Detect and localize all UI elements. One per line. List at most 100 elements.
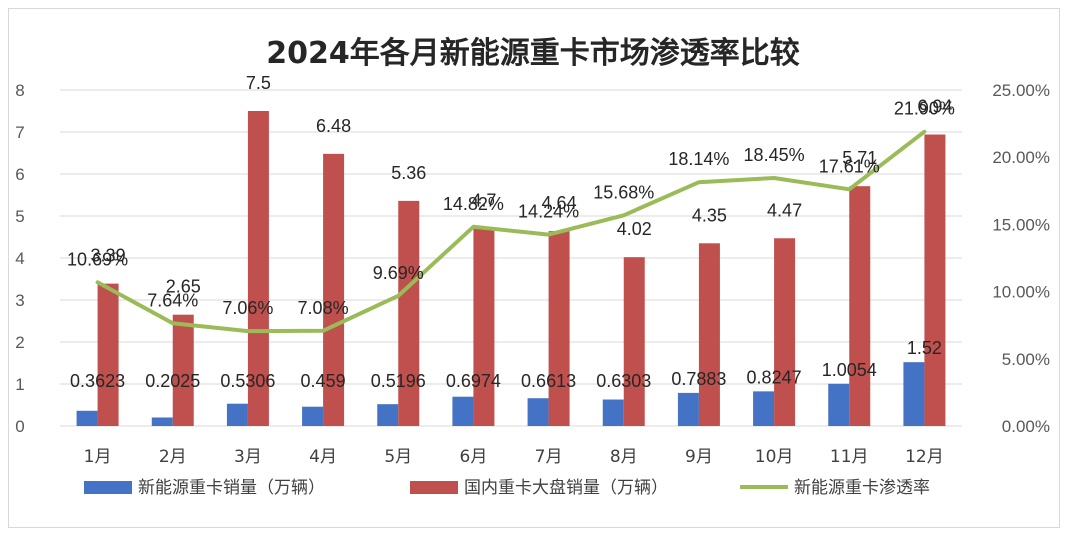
bar-total (548, 231, 570, 426)
label-rate: 18.14% (668, 149, 729, 169)
right-tick-label: 10.00% (992, 283, 1050, 302)
x-tick-label: 10月 (755, 447, 794, 467)
gridlines (60, 89, 962, 427)
bar-total (97, 283, 119, 426)
bar-new-energy (753, 391, 775, 426)
bar-new-energy (151, 417, 173, 426)
right-tick-label: 5.00% (1002, 350, 1050, 369)
label-new-energy: 0.7883 (671, 369, 726, 389)
label-rate: 14.24% (518, 202, 579, 222)
label-total: 4.47 (767, 200, 802, 220)
bar-total (849, 186, 871, 426)
label-rate: 18.45% (744, 145, 805, 165)
bar-new-energy (226, 403, 248, 426)
label-total: 6.94 (917, 97, 952, 117)
label-new-energy: 0.3623 (70, 371, 125, 391)
label-new-energy: 0.6303 (596, 371, 651, 391)
label-new-energy: 0.8247 (747, 367, 802, 387)
bar-series (76, 111, 946, 426)
bar-total (473, 228, 495, 426)
label-total: 4.64 (542, 193, 577, 213)
bar-total (774, 238, 796, 426)
right-tick-label: 0.00% (1002, 417, 1050, 436)
x-tick-label: 12月 (905, 447, 944, 467)
label-new-energy: 1.52 (907, 338, 942, 358)
label-total: 5.71 (842, 148, 877, 168)
left-tick-label: 7 (15, 123, 24, 142)
label-total: 4.35 (692, 205, 727, 225)
left-tick-label: 4 (15, 249, 24, 268)
label-total: 4.02 (617, 219, 652, 239)
label-total: 6.48 (316, 116, 351, 136)
label-rate: 21.90% (894, 99, 955, 119)
left-tick-label: 6 (15, 165, 24, 184)
x-tick-label: 1月 (84, 447, 112, 467)
line-series (95, 129, 927, 334)
left-axis-ticks: 0 1 2 3 4 5 6 7 8 (15, 81, 24, 436)
x-tick-label: 3月 (234, 447, 262, 467)
bar-new-energy (377, 404, 399, 426)
bar-new-energy (828, 383, 850, 426)
bar-total (323, 153, 345, 426)
label-total: 5.36 (391, 163, 426, 183)
label-new-energy: 0.6974 (446, 371, 501, 391)
label-rate: 15.68% (593, 182, 654, 202)
legend-label: 新能源重卡渗透率 (794, 478, 930, 498)
label-new-energy: 0.6613 (521, 371, 576, 391)
label-new-energy: 0.5196 (371, 371, 426, 391)
label-rate: 14.82% (443, 194, 504, 214)
bar-total (247, 111, 269, 426)
left-tick-label: 2 (15, 333, 24, 352)
label-total: 2.65 (166, 277, 201, 297)
legend-swatch (410, 481, 458, 494)
bar-new-energy (602, 399, 624, 426)
label-total: 3.39 (91, 246, 126, 266)
rate-line (95, 129, 927, 334)
left-tick-label: 5 (15, 207, 24, 226)
bar-new-energy (527, 398, 549, 426)
bar-new-energy (76, 410, 98, 426)
label-rate: 10.69% (67, 249, 128, 269)
label-rate: 9.69% (373, 263, 424, 283)
legend-label: 新能源重卡销量（万辆） (138, 478, 325, 498)
bar-total (924, 134, 946, 426)
left-tick-label: 1 (15, 375, 24, 394)
label-new-energy: 0.5306 (220, 371, 275, 391)
chart-title: 2024年各月新能源重卡市场渗透率比较 (266, 36, 800, 71)
label-rate: 7.08% (298, 298, 349, 318)
x-tick-label: 7月 (535, 447, 563, 467)
bar-new-energy (903, 362, 925, 426)
x-tick-label: 9月 (685, 447, 713, 467)
legend-label: 国内重卡大盘销量（万辆） (464, 478, 668, 498)
bar-total (623, 257, 645, 426)
legend-swatch (84, 481, 132, 494)
x-tick-label: 5月 (384, 447, 412, 467)
label-total: 4.7 (471, 191, 496, 211)
label-total: 7.5 (246, 73, 271, 93)
bar-total (398, 200, 420, 426)
right-tick-label: 15.00% (992, 215, 1050, 234)
x-tick-label: 2月 (159, 447, 187, 467)
x-axis-ticks: 1月 2月 3月 4月 5月 6月 7月 8月 9月 10月 11月 12月 (84, 447, 944, 467)
left-tick-label: 0 (15, 417, 24, 436)
bar-new-energy (302, 406, 324, 426)
legend: 新能源重卡销量（万辆） 国内重卡大盘销量（万辆） 新能源重卡渗透率 (84, 478, 930, 498)
bar-new-energy (677, 392, 699, 426)
right-axis-ticks: 0.00% 5.00% 10.00% 15.00% 20.00% 25.00% (992, 81, 1050, 436)
x-tick-label: 4月 (309, 447, 337, 467)
x-tick-label: 11月 (830, 447, 869, 467)
label-new-energy: 0.459 (301, 371, 346, 391)
right-tick-label: 25.00% (992, 81, 1050, 100)
label-rate: 7.64% (147, 290, 198, 310)
bar-total (698, 243, 720, 426)
right-tick-label: 20.00% (992, 148, 1050, 167)
label-new-energy: 0.2025 (145, 371, 200, 391)
left-tick-label: 8 (15, 81, 24, 100)
x-tick-label: 6月 (460, 447, 488, 467)
chart-frame (8, 8, 1060, 528)
bar-new-energy (452, 396, 474, 426)
label-new-energy: 1.0054 (822, 360, 877, 380)
left-tick-label: 3 (15, 291, 24, 310)
